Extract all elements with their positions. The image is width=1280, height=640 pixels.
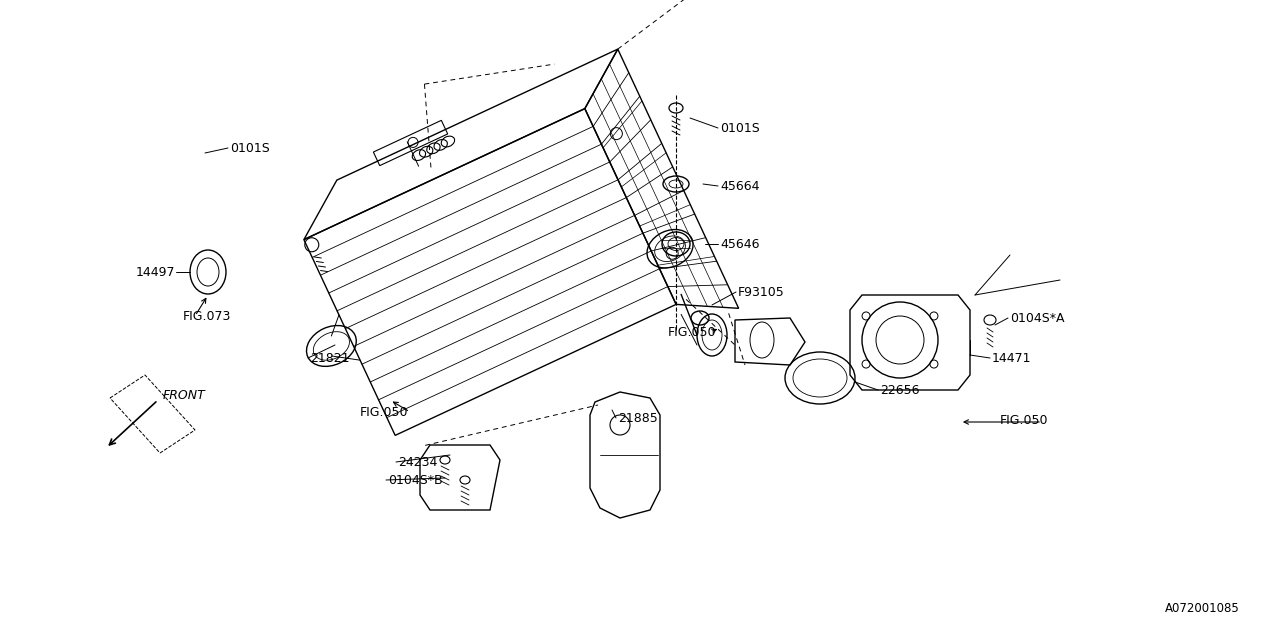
Text: FIG.050: FIG.050 (668, 326, 717, 339)
Text: 0101S: 0101S (230, 141, 270, 154)
Text: 21885: 21885 (618, 412, 658, 424)
Text: 0104S*B: 0104S*B (388, 474, 443, 486)
Text: FIG.073: FIG.073 (183, 310, 232, 323)
Text: 0101S: 0101S (719, 122, 760, 134)
Text: 14497: 14497 (136, 266, 175, 278)
Text: 24234: 24234 (398, 456, 438, 468)
Text: FIG.050: FIG.050 (360, 406, 408, 419)
Text: FRONT: FRONT (163, 389, 206, 402)
Text: A072001085: A072001085 (1165, 602, 1240, 615)
Text: 45664: 45664 (719, 179, 759, 193)
Text: 0104S*A: 0104S*A (1010, 312, 1065, 324)
Text: 14471: 14471 (992, 351, 1032, 365)
Text: F93105: F93105 (739, 285, 785, 298)
Text: FIG.050: FIG.050 (1000, 413, 1048, 426)
Text: 45646: 45646 (719, 237, 759, 250)
Text: 21821: 21821 (310, 351, 349, 365)
Text: 22656: 22656 (881, 383, 919, 397)
